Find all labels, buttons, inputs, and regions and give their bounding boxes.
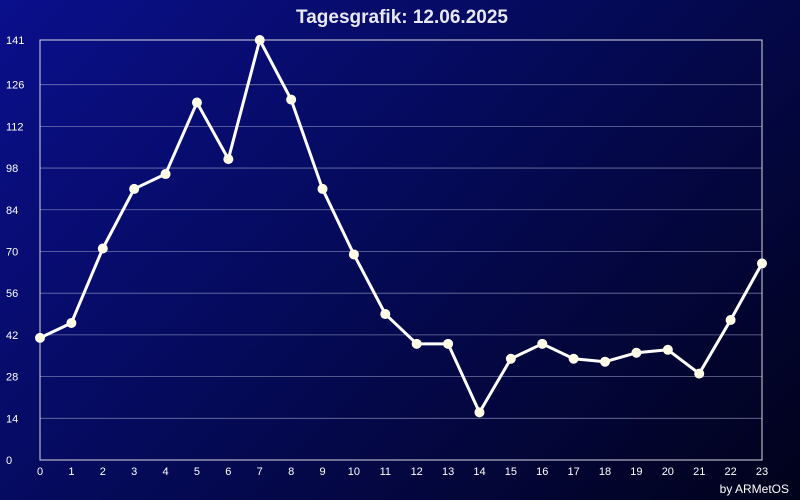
y-tick-label: 126 xyxy=(6,80,24,92)
y-tick-label: 112 xyxy=(6,121,24,133)
data-point-4 xyxy=(160,169,171,180)
x-tick-label: 17 xyxy=(568,466,580,478)
x-tick-label: 9 xyxy=(319,466,325,478)
y-tick-label: 28 xyxy=(6,372,18,384)
data-point-7 xyxy=(254,35,265,45)
data-point-2 xyxy=(97,243,108,254)
data-point-18 xyxy=(600,356,611,367)
x-tick-label: 6 xyxy=(225,466,231,478)
x-tick-label: 16 xyxy=(536,466,548,478)
x-tick-label: 2 xyxy=(100,466,106,478)
x-tick-label: 0 xyxy=(37,466,43,478)
chart-title: Tagesgrafik: 12.06.2025 xyxy=(296,7,508,28)
data-point-23 xyxy=(757,258,767,269)
x-tick-label: 23 xyxy=(756,466,768,478)
y-tick-label: 98 xyxy=(6,163,18,175)
data-point-16 xyxy=(537,338,548,349)
x-tick-label: 21 xyxy=(693,466,705,478)
x-tick-label: 7 xyxy=(257,466,263,478)
series-line xyxy=(39,38,764,414)
data-point-20 xyxy=(662,344,673,355)
data-point-5 xyxy=(191,97,202,108)
y-tick-label: 84 xyxy=(6,205,18,217)
data-point-12 xyxy=(411,338,422,349)
data-point-9 xyxy=(317,183,328,194)
data-point-3 xyxy=(129,183,140,194)
x-axis-tick-labels: 0 1 2 3 4 5 6 7 8 9 10 11 12 13 14 15 16 17 18 19 20 21 22 23 xyxy=(37,466,768,478)
data-point-0 xyxy=(35,332,45,343)
data-point-14 xyxy=(474,407,485,418)
data-point-22 xyxy=(725,315,736,325)
data-point-15 xyxy=(505,353,516,364)
y-tick-label: 42 xyxy=(6,330,18,342)
y-tick-label: 70 xyxy=(6,246,18,258)
x-tick-label: 1 xyxy=(68,466,74,478)
x-tick-label: 18 xyxy=(599,466,611,478)
data-point-19 xyxy=(631,347,642,358)
data-point-8 xyxy=(286,94,297,105)
x-tick-label: 22 xyxy=(724,466,736,478)
x-tick-label: 14 xyxy=(473,466,485,478)
x-tick-label: 13 xyxy=(442,466,454,478)
data-point-10 xyxy=(348,249,359,260)
x-tick-label: 5 xyxy=(194,466,200,478)
x-tick-label: 20 xyxy=(662,466,674,478)
y-axis-tick-labels: 0 14 28 42 56 70 84 98 112 126 141 xyxy=(6,35,24,467)
x-tick-label: 4 xyxy=(163,466,169,478)
data-point-11 xyxy=(380,309,391,320)
series-layer xyxy=(35,35,767,418)
x-tick-label: 15 xyxy=(505,466,517,478)
x-tick-label: 8 xyxy=(288,466,294,478)
y-tick-label: 141 xyxy=(6,35,24,47)
x-tick-label: 3 xyxy=(131,466,137,478)
y-tick-label: 0 xyxy=(6,455,12,467)
data-point-21 xyxy=(694,368,705,379)
y-tick-label: 56 xyxy=(6,288,18,300)
data-point-1 xyxy=(66,317,77,328)
credit-label: by ARMetOS xyxy=(720,482,789,496)
x-tick-label: 19 xyxy=(630,466,642,478)
plot-area xyxy=(39,39,763,461)
y-tick-label: 14 xyxy=(6,413,18,425)
x-tick-label: 10 xyxy=(348,466,360,478)
data-point-6 xyxy=(223,154,234,165)
x-tick-label: 11 xyxy=(380,466,391,478)
x-tick-label: 12 xyxy=(411,466,423,478)
data-point-13 xyxy=(443,338,454,349)
data-point-17 xyxy=(568,353,579,364)
grid-lines xyxy=(40,84,762,419)
